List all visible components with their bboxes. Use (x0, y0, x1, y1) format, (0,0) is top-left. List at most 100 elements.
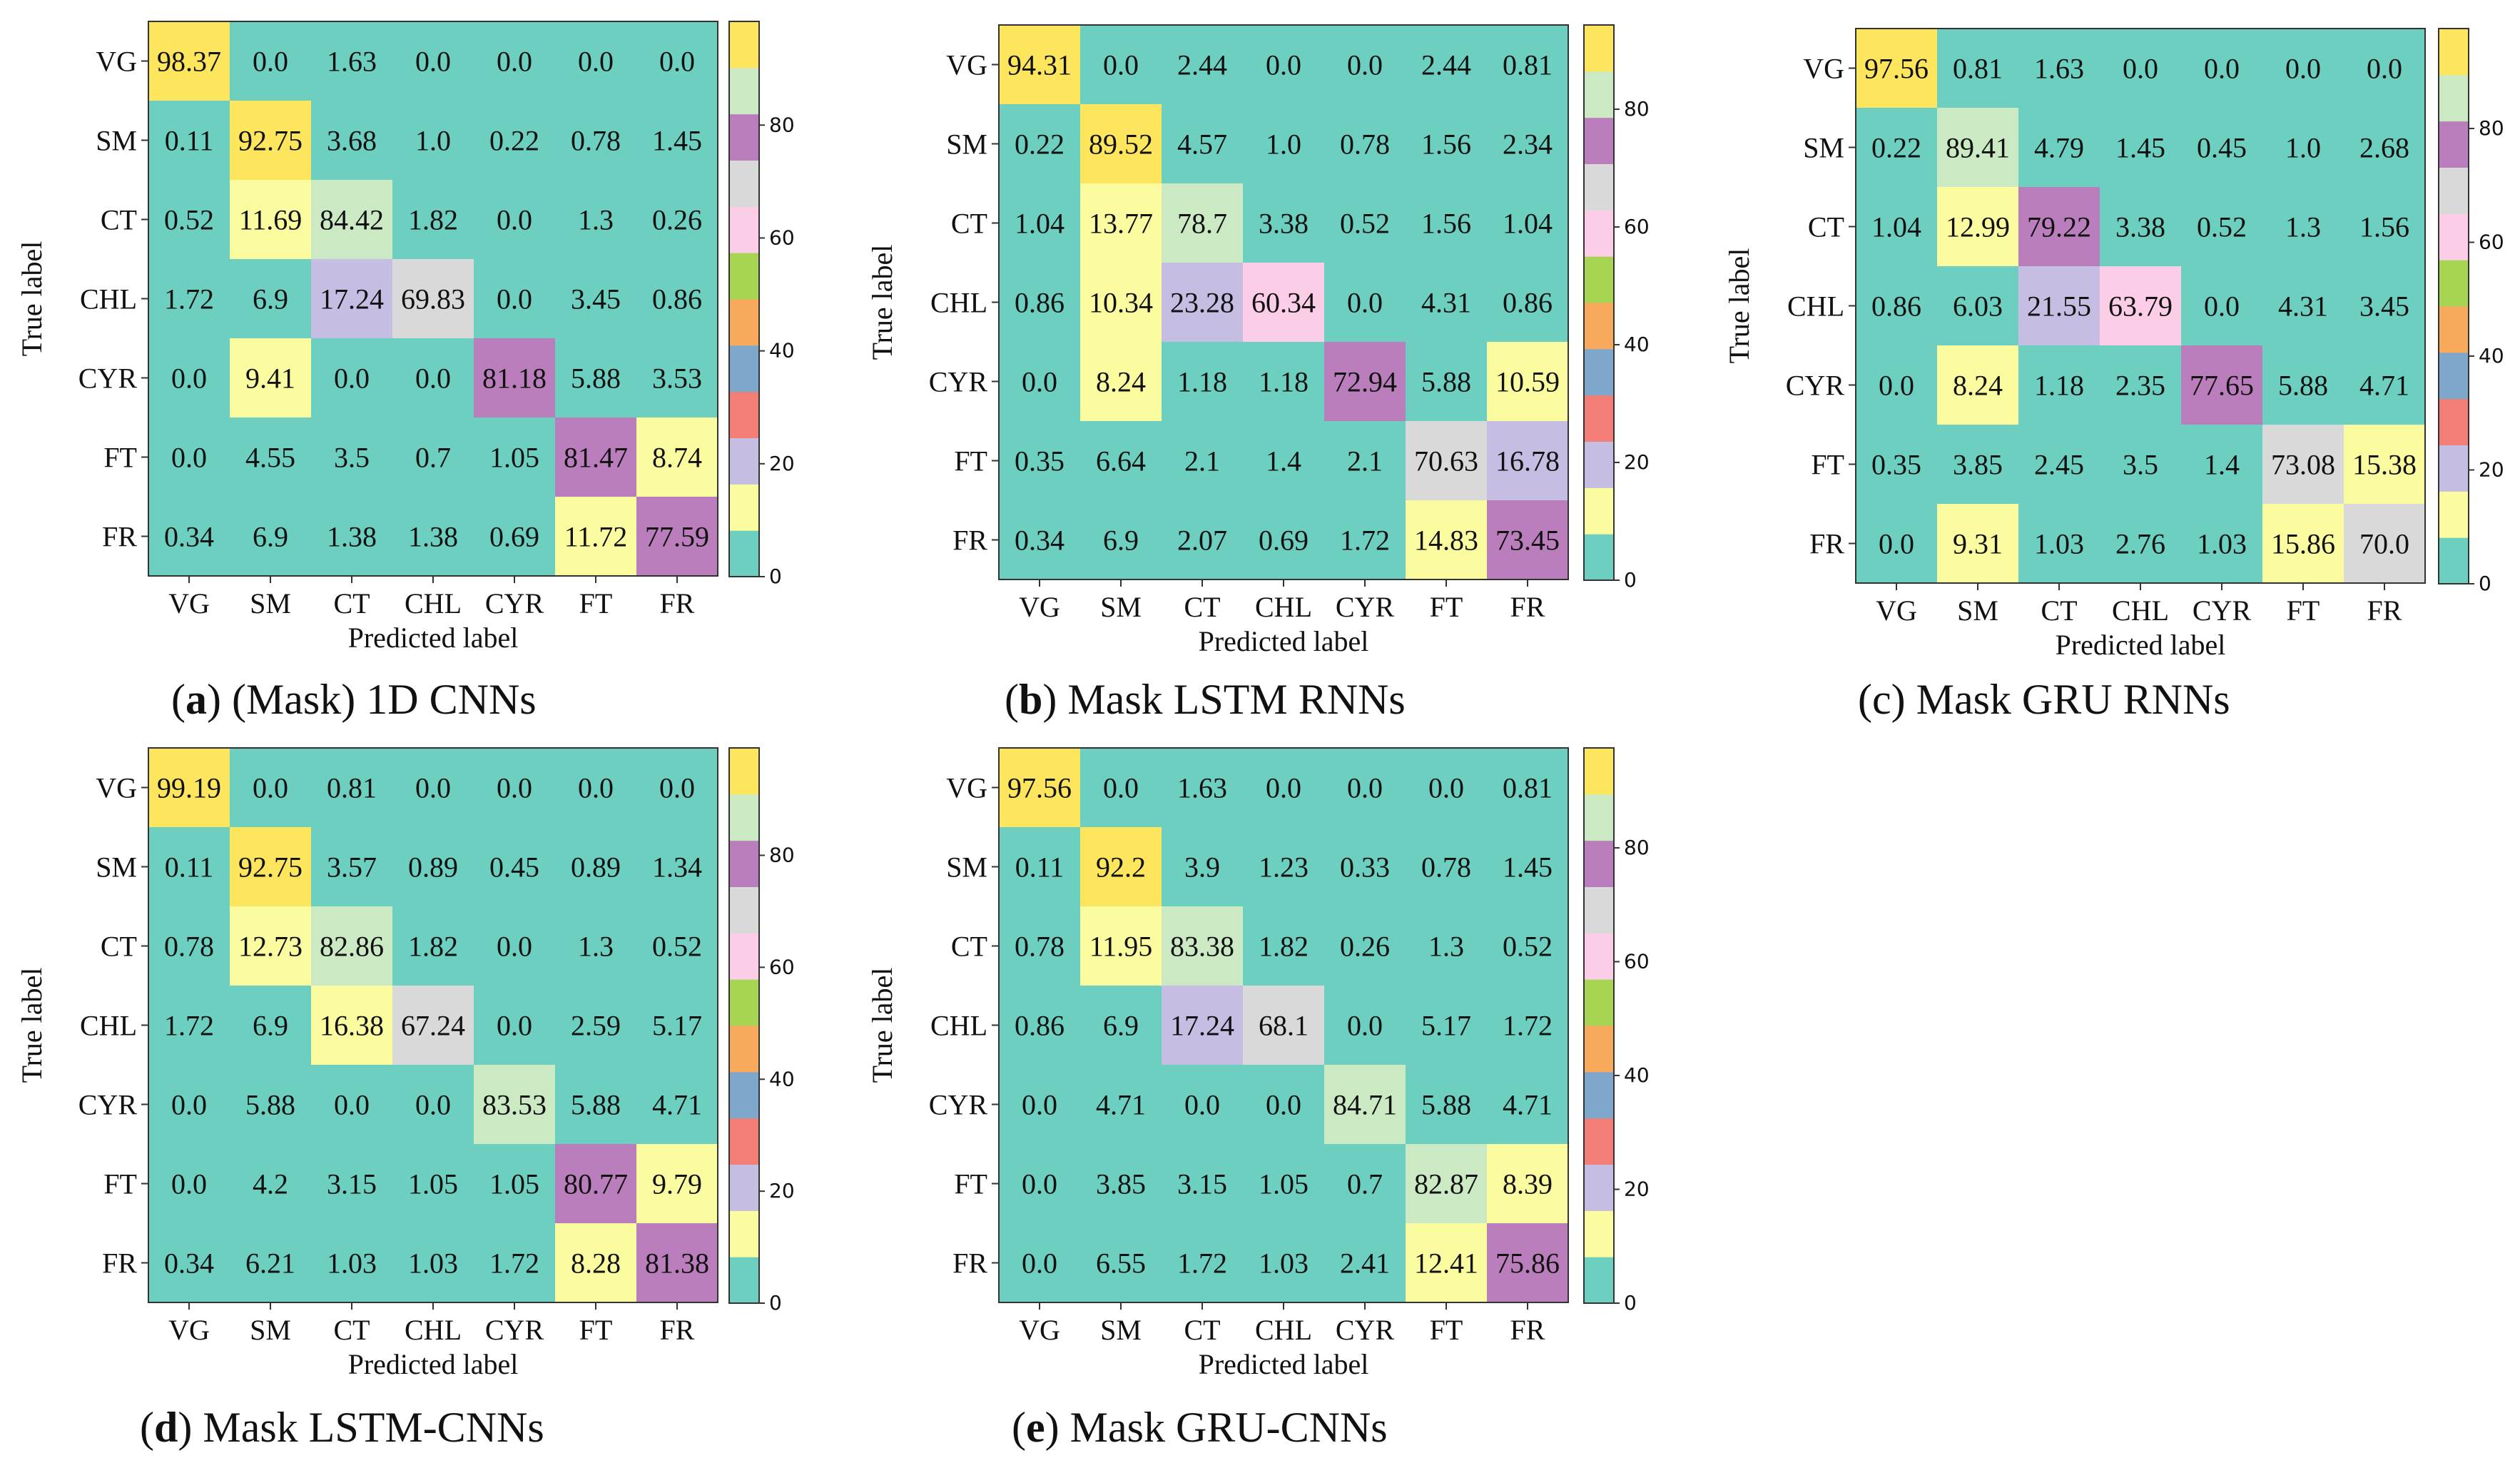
colorbar-segment (1584, 117, 1614, 164)
heatmap-cell (1080, 827, 1162, 906)
cell-value-label: 94.31 (1007, 49, 1072, 81)
heatmap-cell (1162, 1223, 1243, 1302)
cell-value-label: 3.68 (327, 125, 377, 157)
heatmap-cell (148, 21, 230, 101)
cell-value-label: 73.45 (1495, 525, 1560, 557)
confusion-matrix-panel-1: 98.37 0.0 1.63 0.0 0.0 0.0 0.0 0.11 92.75 3.68 1.0… (16, 21, 795, 723)
heatmap-cell (1243, 1144, 1324, 1223)
heatmap-cell (311, 1223, 392, 1302)
cell-value-label: 1.4 (1266, 445, 1301, 477)
y-tick-label: VG (946, 772, 987, 804)
heatmap-cell (1243, 25, 1324, 104)
heatmap-cell (230, 417, 311, 497)
cell-value-label: 6.64 (1096, 445, 1146, 477)
cell-value-label: 1.04 (1503, 208, 1553, 240)
heatmap-cell (392, 986, 474, 1065)
colorbar-tick-label: 60 (1624, 215, 1650, 238)
heatmap-cell (148, 417, 230, 497)
heatmap-cell (474, 497, 555, 576)
cell-value-label: 0.22 (1015, 128, 1065, 161)
cell-value-label: 3.15 (327, 1168, 377, 1200)
cell-value-label: 6.9 (1103, 525, 1139, 557)
cell-value-label: 72.94 (1333, 366, 1397, 398)
cell-value-label: 0.78 (571, 125, 621, 157)
heatmap-cell (1487, 25, 1568, 104)
y-tick-label: VG (946, 49, 987, 81)
cell-value-label: 84.71 (1333, 1089, 1397, 1121)
colorbar-segment (729, 886, 759, 933)
heatmap-cell (636, 1065, 718, 1144)
cell-value-label: 1.56 (2359, 211, 2409, 243)
caption-text: (c) Mask GRU RNNs (1858, 676, 2230, 723)
heatmap-cell (1162, 906, 1243, 986)
x-tick-label: CT (333, 1314, 370, 1346)
cell-value-label: 75.86 (1495, 1247, 1560, 1280)
heatmap-cell (148, 101, 230, 180)
heatmap-cell (1080, 500, 1162, 579)
cell-value-label: 1.04 (1015, 208, 1065, 240)
caption-text: Mask LSTM RNNs (1057, 676, 1405, 723)
colorbar-segment (729, 391, 759, 438)
y-tick-label: FR (952, 1247, 987, 1280)
heatmap-cell (1162, 25, 1243, 104)
heatmap-cell (636, 827, 718, 906)
heatmap-cell (1937, 504, 2018, 583)
caption-letter: d (154, 1404, 178, 1451)
heatmap-cell (636, 417, 718, 497)
heatmap-cell (1856, 425, 1937, 504)
cell-value-label: 0.22 (489, 125, 539, 157)
colorbar-segment (2439, 121, 2469, 168)
colorbar-tick-label: 20 (769, 452, 795, 475)
y-tick-label: VG (96, 46, 137, 78)
heatmap-cell (1487, 421, 1568, 500)
heatmap-cell (2181, 108, 2262, 187)
cell-value-label: 2.1 (1347, 445, 1383, 477)
caption-letter: a (186, 676, 207, 723)
cell-value-label: 0.0 (1103, 772, 1139, 804)
cell-value-label: 0.81 (1503, 772, 1553, 804)
y-tick-label: CT (101, 204, 137, 236)
colorbar-frame (1583, 24, 1615, 581)
colorbar-segment (729, 1164, 759, 1211)
heatmap-cell (636, 101, 718, 180)
colorbar-segment (729, 437, 759, 485)
cell-value-label: 1.04 (1871, 211, 1921, 243)
cell-value-label: 0.35 (1871, 449, 1921, 481)
cell-value-label: 89.52 (1089, 128, 1153, 161)
caption-text: (Mask) 1D CNNs (221, 676, 537, 723)
y-axis-label: True label (16, 968, 48, 1083)
cell-value-label: 8.39 (1503, 1168, 1553, 1200)
cell-value-label: 11.69 (239, 204, 303, 236)
cell-value-label: 1.38 (327, 521, 377, 553)
heatmap-cell (1324, 183, 1406, 263)
cell-value-label: 67.24 (401, 1010, 465, 1042)
colorbar-segment (1584, 979, 1614, 1026)
heatmap-cell (999, 827, 1080, 906)
cell-value-label: 1.3 (578, 931, 614, 963)
cell-value-label: 13.77 (1089, 208, 1153, 240)
x-tick-label: SM (1100, 1314, 1142, 1346)
heatmap-cell (148, 497, 230, 576)
heatmap-cell (311, 986, 392, 1065)
cell-value-label: 2.07 (1177, 525, 1227, 557)
heatmap-cell (555, 986, 636, 1065)
colorbar-tick-label: 0 (1624, 568, 1637, 592)
cell-value-label: 0.0 (578, 772, 614, 804)
heatmap-cell (1162, 1144, 1243, 1223)
cell-value-label: 97.56 (1864, 53, 1929, 85)
colorbar-segment (729, 484, 759, 531)
panel-caption: (d) Mask LSTM-CNNs (140, 1404, 544, 1451)
colorbar-segment (1584, 1210, 1614, 1257)
heatmap-cell (474, 986, 555, 1065)
x-tick-label: CT (1184, 591, 1220, 623)
heatmap-cell (474, 827, 555, 906)
x-tick-label: CYR (1336, 1314, 1395, 1346)
x-tick-label: FR (1510, 591, 1545, 623)
cell-value-label: 0.0 (497, 283, 532, 315)
cell-value-label: 4.79 (2034, 132, 2084, 164)
cell-value-label: 70.63 (1414, 445, 1478, 477)
cell-value-label: 4.57 (1177, 128, 1227, 161)
colorbar-segment (1584, 25, 1614, 72)
heatmap-cell (555, 906, 636, 986)
cell-value-label: 1.03 (2034, 528, 2084, 560)
